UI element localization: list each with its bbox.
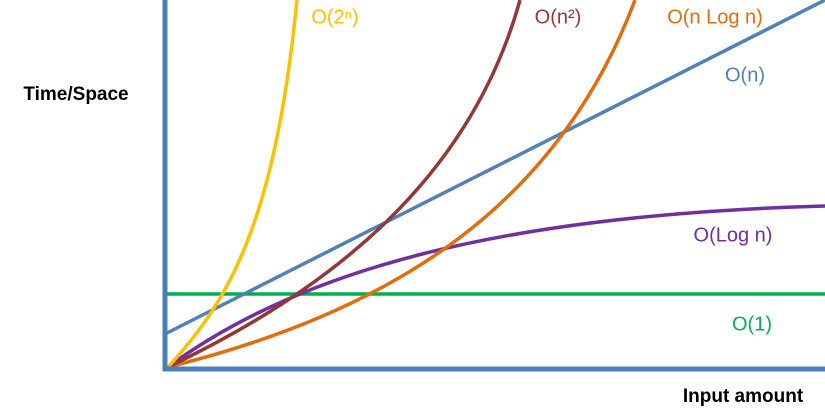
curve <box>167 0 522 369</box>
curve-label: O(1) <box>732 313 772 335</box>
curve <box>166 0 299 369</box>
curve-label: O(n Log n) <box>667 6 763 28</box>
x-axis-label: Input amount <box>683 386 804 407</box>
curve-label: O(n²) <box>535 6 582 28</box>
curve-label: O(n) <box>725 64 765 86</box>
curve <box>167 0 637 369</box>
y-axis-label: Time/Space <box>23 84 128 105</box>
curve <box>164 0 825 336</box>
curve-label: O(2ⁿ) <box>311 6 358 28</box>
curve <box>166 204 825 369</box>
curve-label: O(Log n) <box>694 224 773 246</box>
